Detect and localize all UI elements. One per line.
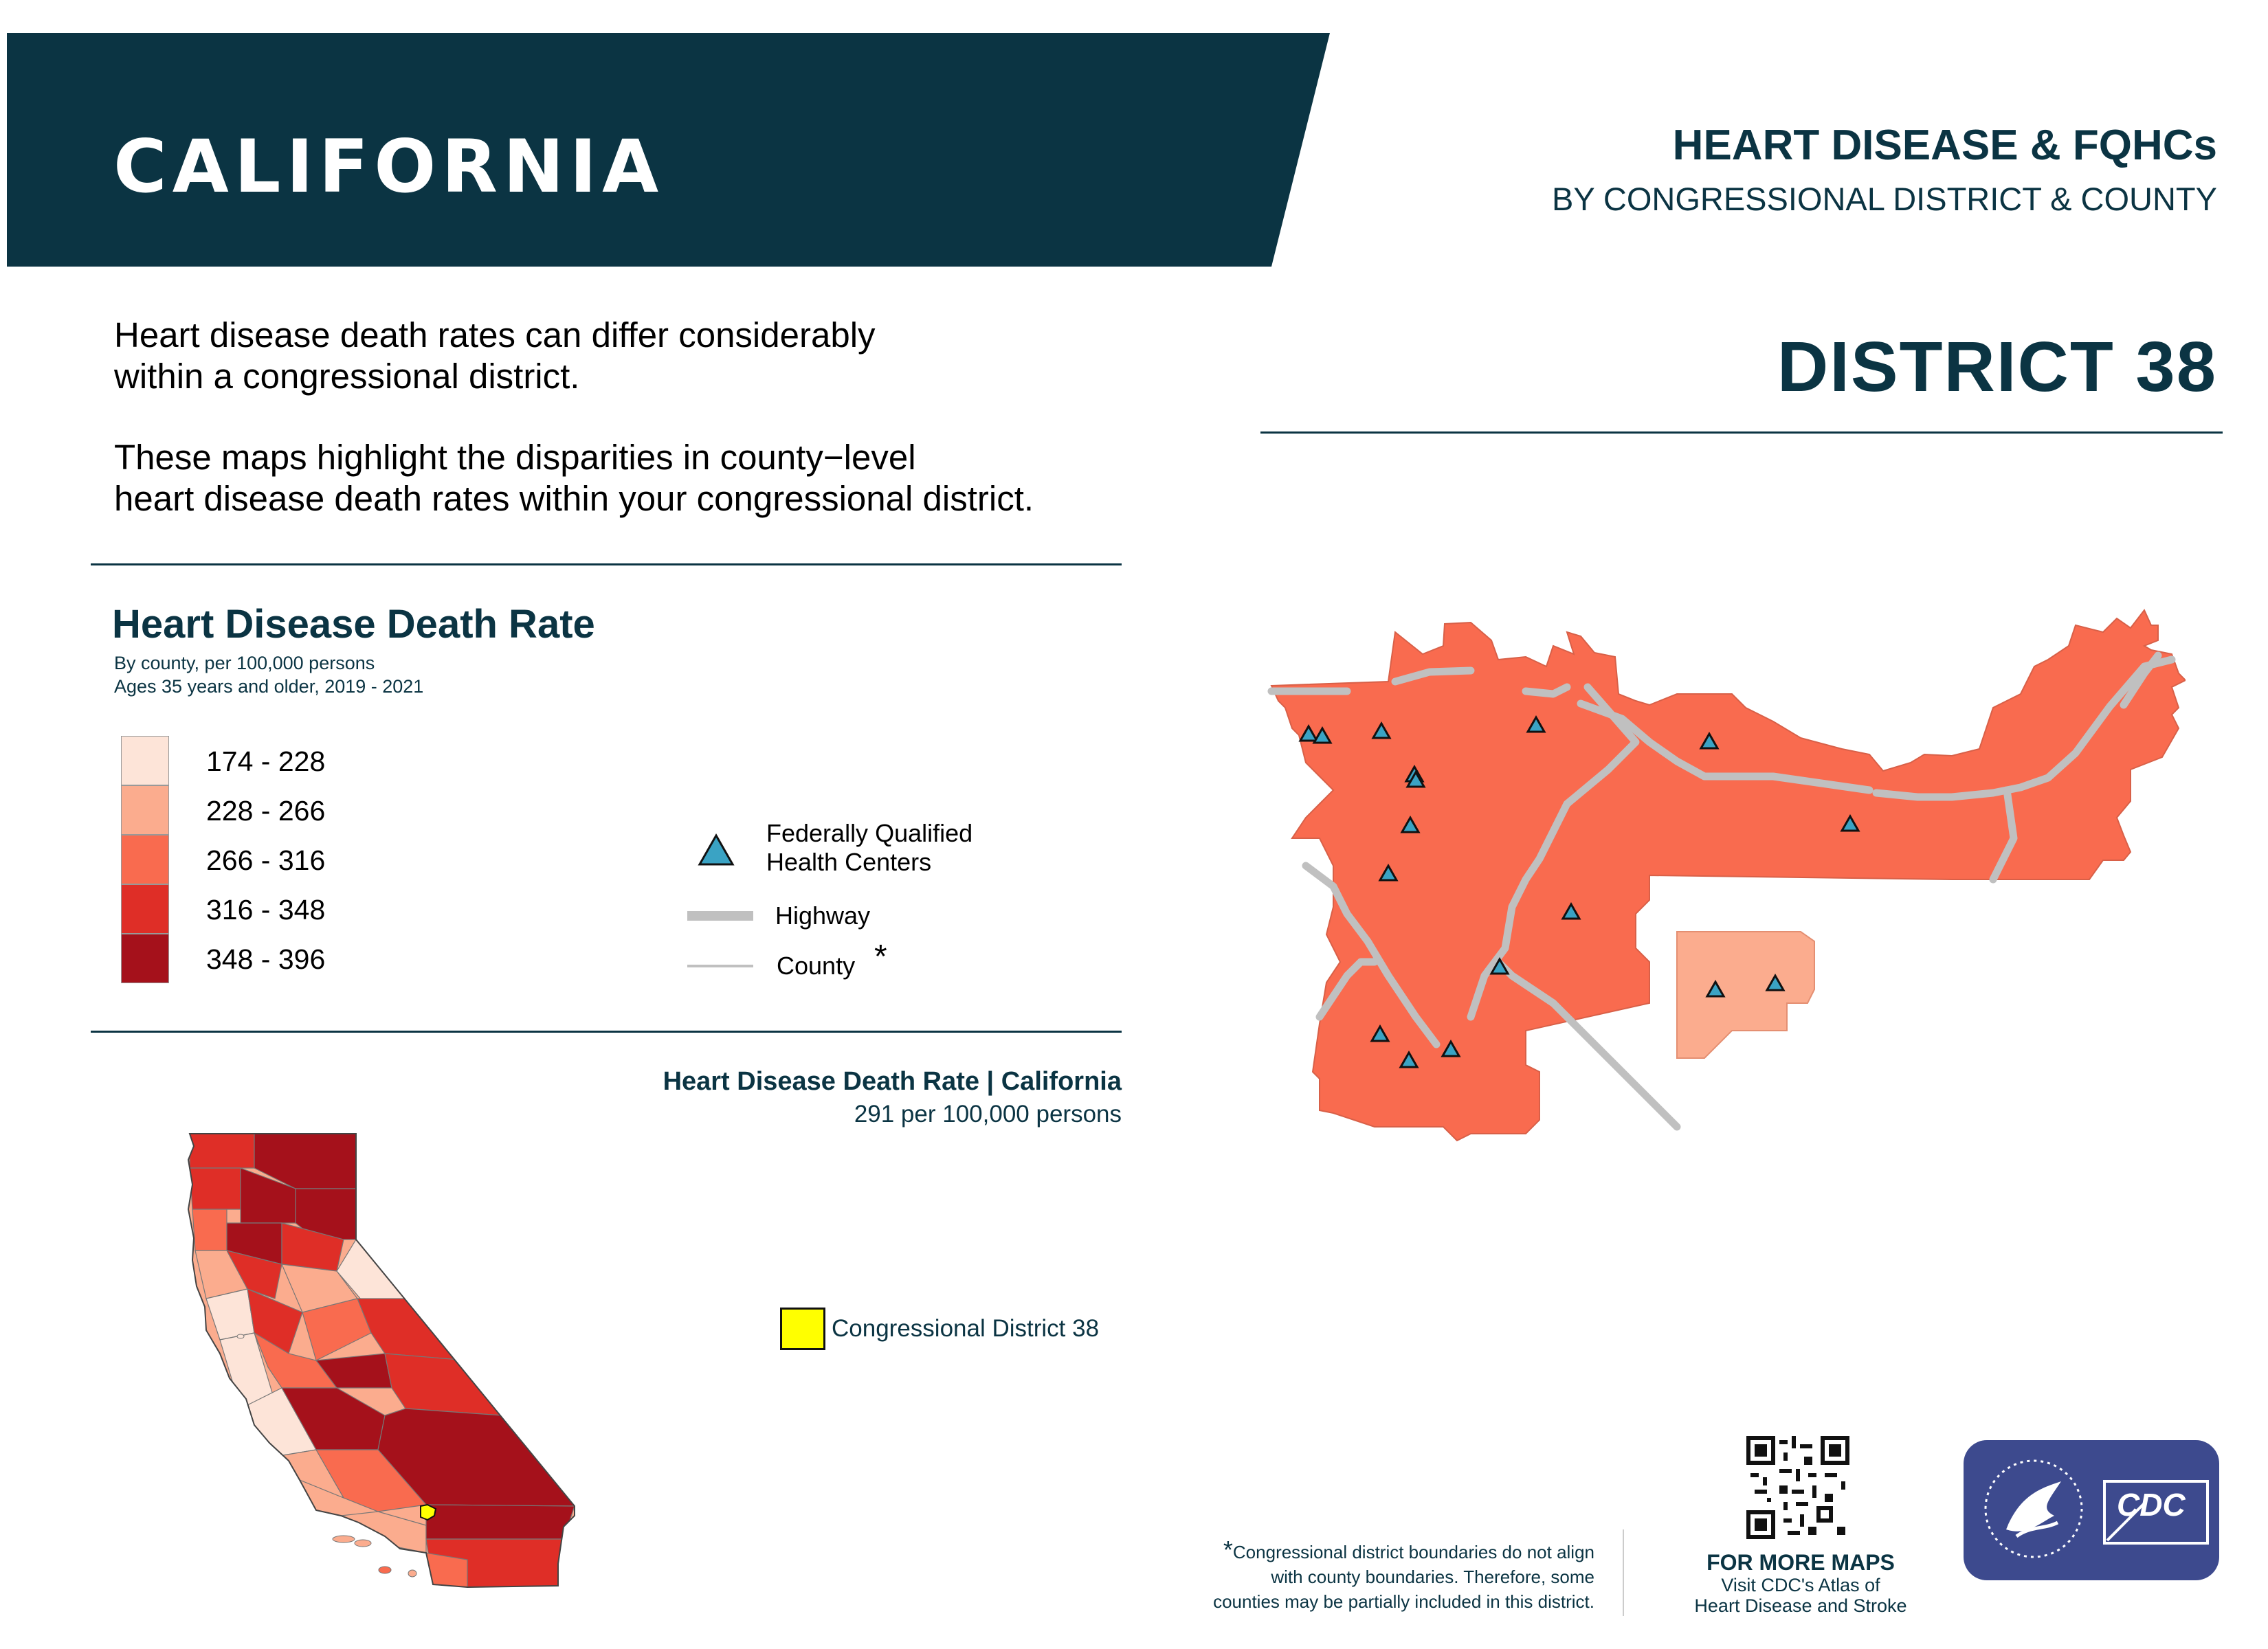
intro-line: heart disease death rates within your co… bbox=[114, 479, 1034, 518]
footnote-line: Congressional district boundaries do not… bbox=[1232, 1542, 1594, 1562]
county-legend-line bbox=[687, 965, 753, 967]
page-title: HEART DISEASE & FQHCs bbox=[1672, 122, 2217, 169]
county-footnote-star: * bbox=[874, 939, 887, 975]
legend-title: Heart Disease Death Rate bbox=[112, 602, 595, 647]
hhs-eagle-seal-icon bbox=[1984, 1459, 2083, 1558]
section-divider bbox=[91, 1031, 1122, 1033]
footer-divider bbox=[1623, 1529, 1624, 1616]
legend-swatch bbox=[121, 934, 169, 983]
highway-legend-line bbox=[687, 911, 753, 921]
legend-subtitle: By county, per 100,000 persons bbox=[114, 653, 375, 673]
page-subtitle: BY CONGRESSIONAL DISTRICT & COUNTY bbox=[1551, 181, 2217, 217]
more-maps-text: Visit CDC's Atlas of Heart Disease and S… bbox=[1670, 1575, 1931, 1616]
intro-line: Heart disease death rates can differ con… bbox=[114, 315, 876, 355]
legend-subtitle: Ages 35 years and older, 2019 - 2021 bbox=[114, 676, 424, 697]
footnote-star: * bbox=[1223, 1536, 1233, 1564]
fqhc-triangle-icon bbox=[698, 833, 735, 866]
state-title: CALIFORNIA bbox=[113, 124, 665, 209]
header-banner bbox=[7, 33, 1330, 267]
legend-bin-label: 348 - 396 bbox=[206, 943, 326, 975]
legend-swatch bbox=[121, 785, 169, 835]
california-map bbox=[187, 1133, 575, 1589]
fqhc-markers bbox=[1298, 715, 1860, 1068]
section-divider bbox=[91, 563, 1122, 565]
cdc-logo-icon bbox=[2103, 1480, 2209, 1545]
footnote-line: with county boundaries. Therefore, some bbox=[1271, 1567, 1594, 1587]
hhs-cdc-logo[interactable] bbox=[1964, 1440, 2219, 1580]
qr-code-icon[interactable] bbox=[1746, 1436, 1849, 1539]
fqhc-legend-label: Federally Qualified bbox=[766, 819, 973, 847]
intro-line: within a congressional district. bbox=[114, 357, 580, 396]
more-maps-line: Heart Disease and Stroke bbox=[1694, 1595, 1907, 1616]
district-38-map bbox=[1267, 609, 2186, 1142]
intro-line: These maps highlight the disparities in … bbox=[114, 438, 916, 477]
district-legend-label: Congressional District 38 bbox=[832, 1315, 1100, 1342]
district-legend-swatch bbox=[780, 1308, 825, 1350]
state-map-title: Heart Disease Death Rate | California bbox=[663, 1067, 1122, 1096]
legend-bin-label: 228 - 266 bbox=[206, 795, 326, 827]
district-title: DISTRICT 38 bbox=[1777, 327, 2217, 406]
state-rate-value: 291 per 100,000 persons bbox=[854, 1101, 1122, 1128]
legend-bin-label: 174 - 228 bbox=[206, 745, 326, 777]
legend-swatch bbox=[121, 736, 169, 785]
district-title-rule bbox=[1260, 431, 2223, 434]
more-maps-title: FOR MORE MAPS bbox=[1706, 1550, 1895, 1575]
legend-swatch bbox=[121, 884, 169, 934]
fqhc-legend-label: Health Centers bbox=[766, 848, 932, 876]
district-38-highlight bbox=[420, 1503, 437, 1521]
legend-bin-label: 266 - 316 bbox=[206, 844, 326, 876]
county-legend-label: County bbox=[777, 952, 856, 980]
more-maps-line: Visit CDC's Atlas of bbox=[1721, 1575, 1880, 1595]
legend-bin-label: 316 - 348 bbox=[206, 894, 326, 926]
footnote: *Congressional district boundaries do no… bbox=[1141, 1538, 1594, 1614]
cdc-logo-text: CDC bbox=[2117, 1487, 2186, 1523]
footnote-line: counties may be partially included in th… bbox=[1213, 1591, 1594, 1612]
highway-legend-label: Highway bbox=[775, 901, 871, 930]
legend-swatch bbox=[121, 835, 169, 884]
